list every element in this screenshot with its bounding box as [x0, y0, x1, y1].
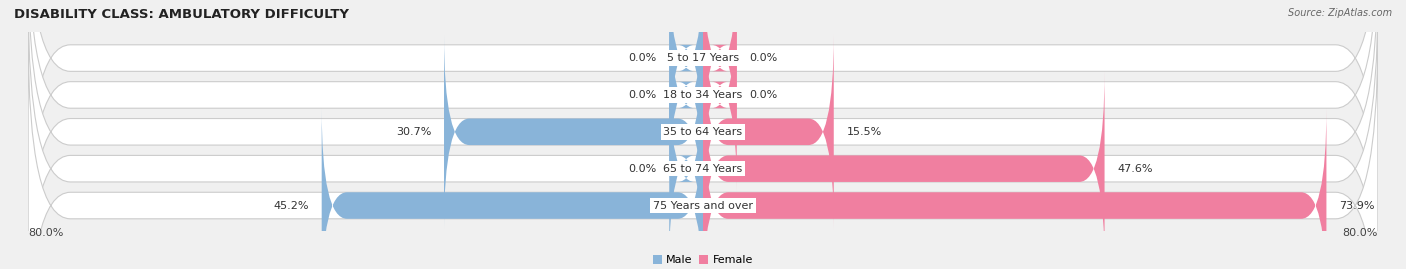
Text: 47.6%: 47.6% [1118, 164, 1153, 174]
Text: 30.7%: 30.7% [396, 127, 432, 137]
Text: 35 to 64 Years: 35 to 64 Years [664, 127, 742, 137]
Text: 0.0%: 0.0% [749, 53, 778, 63]
Text: DISABILITY CLASS: AMBULATORY DIFFICULTY: DISABILITY CLASS: AMBULATORY DIFFICULTY [14, 8, 349, 21]
FancyBboxPatch shape [28, 0, 1378, 269]
FancyBboxPatch shape [703, 0, 737, 192]
Text: 75 Years and over: 75 Years and over [652, 200, 754, 211]
FancyBboxPatch shape [669, 71, 703, 266]
Text: 15.5%: 15.5% [846, 127, 882, 137]
FancyBboxPatch shape [322, 108, 703, 269]
Text: 65 to 74 Years: 65 to 74 Years [664, 164, 742, 174]
FancyBboxPatch shape [28, 34, 1378, 269]
Text: 0.0%: 0.0% [628, 53, 657, 63]
Text: 5 to 17 Years: 5 to 17 Years [666, 53, 740, 63]
FancyBboxPatch shape [703, 108, 1326, 269]
FancyBboxPatch shape [444, 34, 703, 229]
Legend: Male, Female: Male, Female [648, 250, 758, 269]
FancyBboxPatch shape [669, 0, 703, 192]
FancyBboxPatch shape [703, 71, 1105, 266]
Text: 0.0%: 0.0% [628, 90, 657, 100]
FancyBboxPatch shape [28, 0, 1378, 229]
FancyBboxPatch shape [669, 0, 703, 155]
FancyBboxPatch shape [703, 0, 737, 155]
FancyBboxPatch shape [28, 0, 1378, 269]
Text: 80.0%: 80.0% [1343, 228, 1378, 238]
Text: 80.0%: 80.0% [28, 228, 63, 238]
FancyBboxPatch shape [703, 34, 834, 229]
Text: 73.9%: 73.9% [1339, 200, 1375, 211]
FancyBboxPatch shape [28, 0, 1378, 266]
Text: 18 to 34 Years: 18 to 34 Years [664, 90, 742, 100]
Text: Source: ZipAtlas.com: Source: ZipAtlas.com [1288, 8, 1392, 18]
Text: 45.2%: 45.2% [274, 200, 309, 211]
Text: 0.0%: 0.0% [628, 164, 657, 174]
Text: 0.0%: 0.0% [749, 90, 778, 100]
